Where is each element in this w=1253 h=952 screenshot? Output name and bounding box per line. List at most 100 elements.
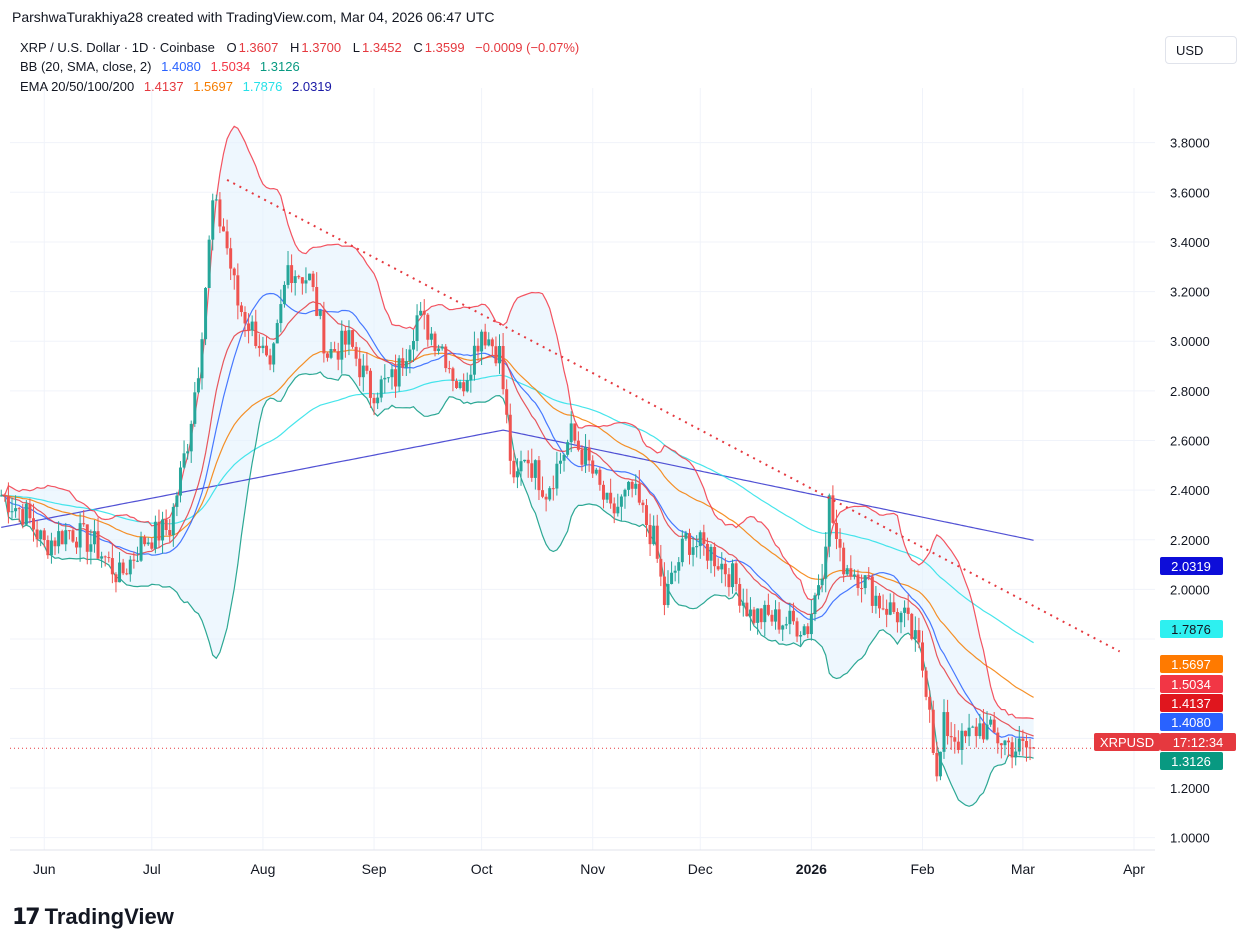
candle: [569, 423, 573, 443]
candle: [340, 330, 344, 360]
ema200-price-tag: 2.0319: [1160, 557, 1223, 575]
candle: [949, 736, 953, 738]
candle: [953, 737, 957, 742]
candle: [637, 483, 641, 503]
candle: [322, 310, 326, 354]
candle: [1017, 738, 1021, 752]
y-tick-label: 1.2000: [1170, 781, 1210, 796]
candle: [204, 287, 208, 340]
candle: [619, 496, 623, 507]
candle: [877, 595, 881, 609]
candle: [146, 542, 150, 545]
symbol-title: XRP / U.S. Dollar · 1D · Coinbase: [20, 40, 215, 55]
ema200-line: [1, 429, 1034, 541]
candle: [272, 343, 276, 365]
candle: [666, 584, 670, 606]
candle: [831, 495, 835, 523]
candle: [906, 607, 910, 614]
candle: [723, 563, 727, 575]
y-tick-label: 3.6000: [1170, 185, 1210, 200]
candle: [214, 199, 218, 201]
candle: [325, 353, 329, 358]
bb-legend[interactable]: BB (20, SMA, close, 2) 1.4080 1.5034 1.3…: [20, 59, 302, 74]
candle: [903, 607, 907, 613]
symbol-legend[interactable]: XRP / U.S. Dollar · 1D · Coinbase O 1.360…: [20, 40, 581, 55]
candle: [261, 345, 265, 349]
x-tick-label: Jul: [143, 861, 161, 877]
candle: [580, 449, 584, 465]
trendline: [226, 179, 1121, 653]
candle: [6, 496, 10, 513]
candle: [426, 314, 430, 340]
tradingview-logo[interactable]: 17 TradingView: [12, 904, 174, 930]
x-tick-label: Aug: [250, 861, 275, 877]
candle: [519, 461, 523, 472]
x-tick-label: Apr: [1123, 861, 1145, 877]
candle: [422, 310, 426, 315]
ema-legend[interactable]: EMA 20/50/100/200 1.4137 1.5697 1.7876 2…: [20, 79, 334, 94]
candle: [888, 602, 892, 615]
candle: [777, 609, 781, 630]
candle: [465, 380, 469, 392]
ema50-price-tag-bg: [1160, 655, 1223, 673]
x-tick-label: Dec: [688, 861, 713, 877]
currency-button[interactable]: USD: [1165, 36, 1237, 64]
candle: [695, 546, 699, 548]
candle: [67, 530, 71, 532]
bb-upper-price-tag-bg: [1160, 675, 1223, 693]
candle: [809, 614, 813, 635]
candle: [752, 609, 756, 623]
candle: [297, 276, 301, 278]
candle: [817, 585, 821, 596]
bb-basis-price-tag: 1.4080: [1160, 713, 1223, 731]
candle: [42, 530, 46, 541]
ema100-price-tag-text: 1.7876: [1171, 622, 1211, 637]
candle: [874, 595, 878, 606]
candle: [225, 231, 229, 249]
bb-upper-price-tag-text: 1.5034: [1171, 677, 1211, 692]
candle: [186, 451, 190, 454]
candle: [530, 463, 534, 478]
candle: [39, 530, 43, 540]
candle: [386, 377, 390, 379]
candle: [411, 341, 415, 350]
candle: [53, 540, 57, 547]
candle: [243, 312, 247, 324]
candle: [992, 719, 996, 733]
candle: [189, 423, 193, 452]
tradingview-logo-icon: 17: [12, 904, 41, 930]
ema200-price-tag-text: 2.0319: [1171, 559, 1211, 574]
candle: [408, 349, 412, 362]
candle: [981, 723, 985, 740]
y-tick-label: 3.2000: [1170, 285, 1210, 300]
candle: [315, 287, 319, 316]
candle: [691, 547, 695, 555]
candle: [601, 484, 605, 500]
candle: [419, 310, 423, 316]
candle: [849, 568, 853, 577]
candle: [788, 610, 792, 625]
candle: [35, 529, 39, 540]
ema100-price-tag-bg: [1160, 620, 1223, 638]
candle: [125, 573, 129, 575]
candle: [462, 382, 466, 392]
candle: [609, 492, 613, 504]
candle: [541, 490, 545, 497]
candle: [200, 339, 204, 379]
candle: [648, 525, 652, 545]
ema100-value: 1.7876: [242, 79, 283, 94]
candle: [157, 521, 161, 541]
candle: [17, 508, 21, 510]
candle: [14, 508, 18, 512]
candle: [781, 625, 785, 630]
high-label: H: [289, 40, 300, 55]
candle: [293, 276, 297, 284]
ema20-value: 1.4137: [143, 79, 184, 94]
brand-name: TradingView: [44, 904, 174, 929]
candle: [490, 339, 494, 347]
candle: [498, 345, 502, 364]
candle: [863, 575, 867, 589]
candle: [892, 602, 896, 612]
price-chart[interactable]: 1.0000 1.2000 2.0000 2.2000 2.4000 2.6000 2.80…: [0, 0, 1253, 900]
candle: [161, 519, 165, 541]
